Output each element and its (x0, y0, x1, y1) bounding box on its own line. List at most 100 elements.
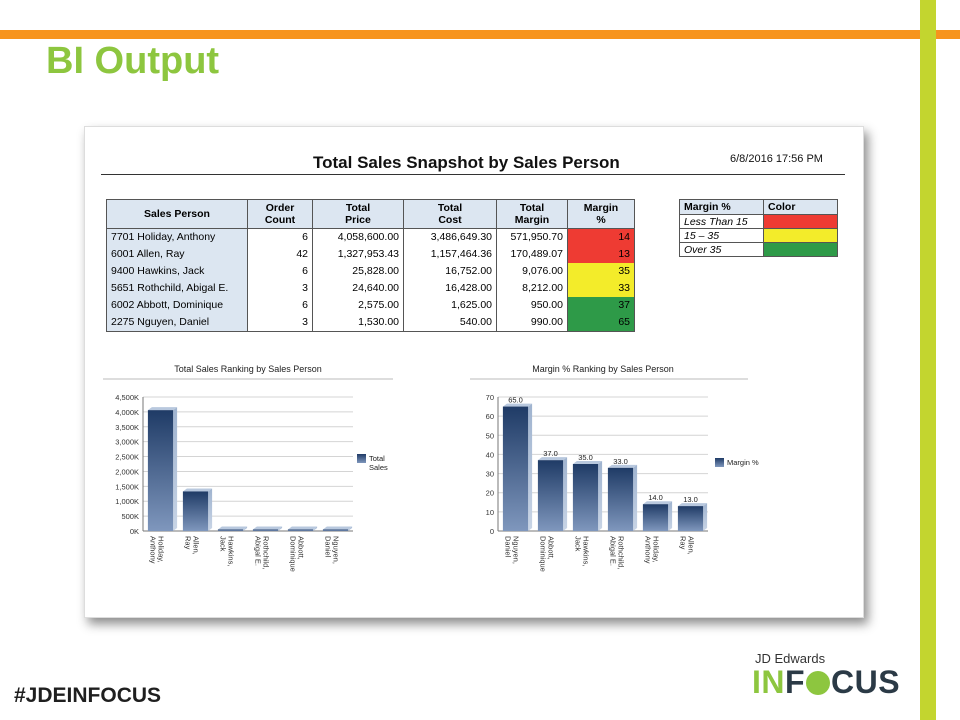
bar-side (348, 526, 353, 531)
brand-jd-edwards: JD Edwards (755, 651, 826, 666)
cell-total-cost: 1,157,464.36 (403, 246, 497, 263)
cell-total-margin: 170,489.07 (496, 246, 568, 263)
y-tick-label: 4,500K (115, 393, 139, 402)
cell-order-count: 6 (247, 297, 313, 314)
y-tick-label: 2,500K (115, 453, 139, 462)
table-row: 7701 Holiday, Anthony 6 4,058,600.00 3,486,… (106, 228, 635, 246)
legend-swatch (763, 214, 838, 229)
table-row: 5651 Rothchild, Abigal E. 3 24,640.00 16,42… (106, 280, 635, 297)
x-category-label: Hawkins,Jack (219, 536, 236, 566)
cell-sales-person: 6002 Abbott, Dominique (106, 297, 248, 314)
chart-legend: Total Sales (357, 454, 388, 472)
bar-side (243, 526, 248, 531)
bar-data-label: 65.0 (508, 396, 523, 405)
legend-series-name: Total Sales (369, 454, 388, 472)
bar (147, 410, 174, 531)
col-total-margin: Total Margin (496, 199, 568, 229)
bar-data-label: 37.0 (543, 449, 558, 458)
cell-order-count: 3 (247, 280, 313, 297)
cell-margin-pct: 37 (567, 297, 635, 314)
cell-sales-person: 9400 Hawkins, Jack (106, 263, 248, 280)
cell-order-count: 6 (247, 263, 313, 280)
bar-side (528, 403, 533, 531)
col-sales-person: Sales Person (106, 199, 248, 229)
cell-total-margin: 571,950.70 (496, 228, 568, 246)
cell-total-price: 2,575.00 (312, 297, 404, 314)
table-row: 9400 Hawkins, Jack 6 25,828.00 16,752.00 9,0… (106, 263, 635, 280)
x-category-label: Nguyen,Daniel (324, 536, 341, 564)
bar-top (677, 503, 708, 507)
y-tick-label: 3,000K (115, 438, 139, 447)
margin-color-legend: Margin % Color Less Than 15 15 – 35 Over 3… (679, 199, 838, 257)
col-margin-pct: Margin% (567, 199, 635, 229)
slide-title: BI Output (46, 40, 220, 82)
x-category-label: Allen,Ray (184, 536, 201, 555)
sales-table: Sales Person Order Count Total Price Total… (106, 199, 635, 332)
chart-legend: Margin % (715, 458, 759, 467)
cell-sales-person: 5651 Rothchild, Abigal E. (106, 280, 248, 297)
y-tick-label: 60 (486, 412, 494, 421)
y-tick-label: 500K (121, 512, 139, 521)
y-tick-label: 70 (486, 393, 494, 402)
y-tick-label: 3,500K (115, 423, 139, 432)
title-divider (101, 174, 845, 175)
col-total-cost: Total Cost (403, 199, 497, 229)
cell-total-margin: 8,212.00 (496, 280, 568, 297)
bar-data-label: 13.0 (683, 495, 698, 504)
cell-total-price: 4,058,600.00 (312, 228, 404, 246)
cell-total-price: 25,828.00 (312, 263, 404, 280)
bar-side (278, 526, 283, 531)
cell-sales-person: 2275 Nguyen, Daniel (106, 314, 248, 332)
bar (502, 406, 529, 531)
bar (677, 506, 704, 531)
cell-total-price: 24,640.00 (312, 280, 404, 297)
y-tick-label: 10 (486, 508, 494, 517)
x-category-label: Hawkins,Jack (574, 536, 591, 566)
x-category-label: Allen,Ray (679, 536, 696, 555)
right-accent-bar (920, 0, 936, 720)
y-tick-label: 20 (486, 489, 494, 498)
brand-infocus-logo: INF CUS (752, 664, 901, 700)
top-accent-bar (0, 30, 960, 39)
bar-data-label: 14.0 (648, 493, 663, 502)
cell-total-price: 1,530.00 (312, 314, 404, 332)
cell-sales-person: 7701 Holiday, Anthony (106, 228, 248, 246)
bar (252, 529, 279, 531)
bar-top (502, 403, 533, 407)
cell-total-margin: 990.00 (496, 314, 568, 332)
legend-swatch (763, 242, 838, 257)
cell-margin-pct: 14 (567, 228, 635, 246)
y-tick-label: 4,000K (115, 408, 139, 417)
cell-total-cost: 1,625.00 (403, 297, 497, 314)
cell-total-margin: 950.00 (496, 297, 568, 314)
margin-pct-chart: Margin % Ranking by Sales Person 0 10 20 30 4… (470, 364, 759, 572)
table-row: 6002 Abbott, Dominique 6 2,575.00 1,625.00 9… (106, 297, 635, 314)
legend-row: 15 – 35 (679, 228, 838, 243)
bar-side (173, 407, 178, 531)
legend-label: Over 35 (679, 242, 764, 257)
bar-top (322, 526, 353, 530)
bar-top (607, 464, 638, 468)
legend-swatch (763, 228, 838, 243)
cell-order-count: 42 (247, 246, 313, 263)
bar (642, 504, 669, 531)
cell-total-price: 1,327,953.43 (312, 246, 404, 263)
legend-label: Less Than 15 (679, 214, 764, 229)
report-panel: Total Sales Snapshot by Sales Person 6/8… (84, 126, 864, 618)
bar (287, 529, 314, 531)
bar-side (313, 526, 318, 531)
bar-side (703, 503, 708, 531)
cell-sales-person: 6001 Allen, Ray (106, 246, 248, 263)
col-total-price: Total Price (312, 199, 404, 229)
chart-title: Total Sales Ranking by Sales Person (174, 364, 322, 374)
y-tick-label: 40 (486, 450, 494, 459)
x-category-label: Holiday,Anthony (644, 536, 661, 564)
bar (217, 529, 244, 531)
cell-margin-pct: 13 (567, 246, 635, 263)
y-tick-label: 50 (486, 431, 494, 440)
bar-side (633, 464, 638, 531)
y-tick-label: 0 (490, 527, 494, 536)
total-sales-chart: Total Sales Ranking by Sales Person 0K 500… (103, 364, 393, 572)
cell-margin-pct: 65 (567, 314, 635, 332)
bar-top (147, 407, 178, 411)
